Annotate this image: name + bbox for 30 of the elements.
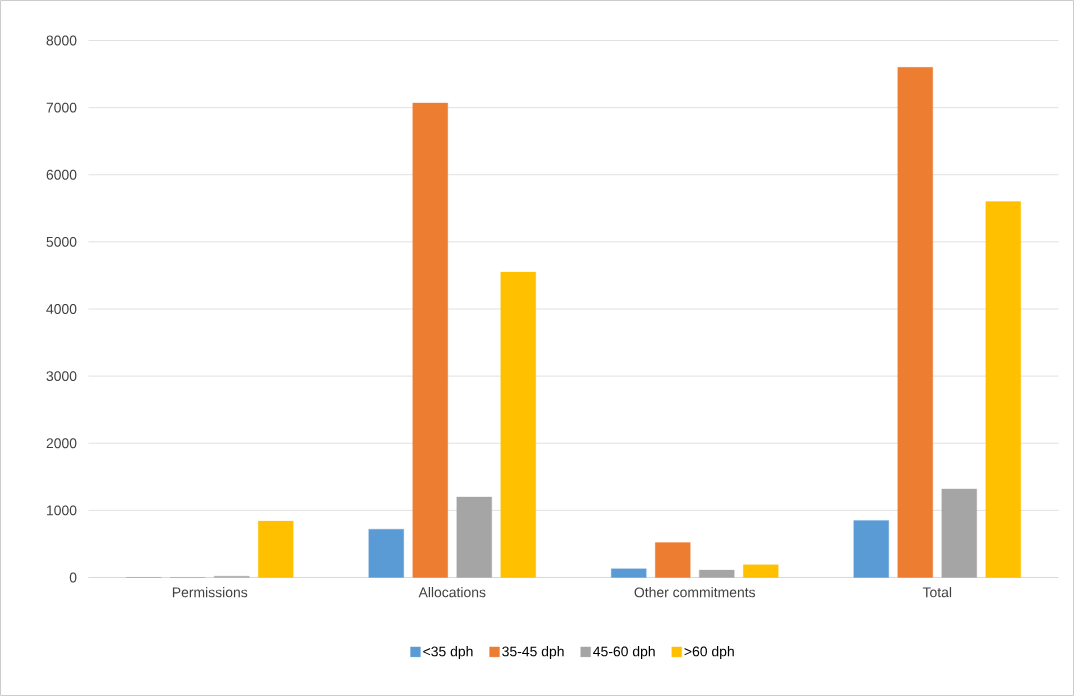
bar	[655, 542, 691, 578]
y-tick-label: 6000	[46, 169, 77, 180]
y-tick-label: 8000	[46, 35, 77, 46]
bar	[611, 568, 647, 578]
bar	[941, 488, 977, 578]
y-tick-label: 4000	[46, 304, 77, 314]
bar	[368, 529, 404, 578]
bar	[743, 564, 779, 578]
bar	[853, 520, 889, 578]
y-tick-label: 2000	[46, 438, 77, 449]
bar	[897, 67, 933, 578]
bar	[412, 102, 448, 578]
y-tick-label: 5000	[46, 236, 77, 247]
x-tick-label: Allocations	[418, 587, 486, 598]
bar	[985, 201, 1021, 578]
legend-label: <35 dph	[423, 646, 473, 660]
y-tick-label: 3000	[46, 371, 77, 382]
x-tick-label: Total	[922, 587, 952, 598]
legend-label: 45-60 dph	[593, 646, 655, 660]
legend-label: >60 dph	[684, 646, 734, 660]
y-tick-label: 1000	[47, 505, 77, 516]
bar	[699, 569, 735, 578]
legend-label: 35-45 dph	[502, 646, 564, 660]
y-tick-label: 0	[69, 572, 77, 583]
x-tick-label: Other commitments	[634, 587, 756, 598]
y-tick-label: 7000	[46, 102, 77, 113]
bar	[500, 271, 536, 578]
bar	[258, 520, 294, 578]
bar	[456, 496, 492, 578]
x-tick-label: Permissions	[172, 587, 248, 598]
